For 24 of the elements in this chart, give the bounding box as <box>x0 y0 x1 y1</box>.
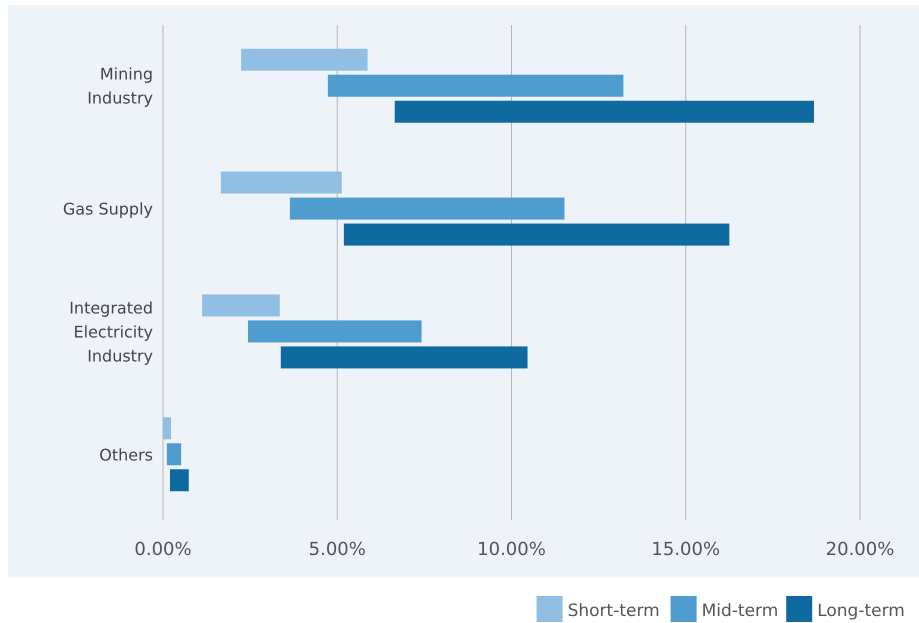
y-tick-label: Integrated Electricity Industry <box>69 298 153 366</box>
x-tick-label: 15.00% <box>651 539 720 560</box>
bar <box>163 417 172 440</box>
bar <box>394 100 814 123</box>
bar <box>170 469 189 492</box>
bar <box>166 443 182 466</box>
legend-label: Short-term <box>568 601 660 621</box>
x-tick-label: 20.00% <box>826 539 894 560</box>
bar <box>248 320 422 342</box>
x-tick-label: 10.00% <box>477 539 546 560</box>
bar <box>280 346 528 368</box>
bar <box>202 294 280 316</box>
bar <box>290 198 564 220</box>
bar <box>220 172 342 194</box>
y-tick-label: Others <box>99 445 153 464</box>
x-tick-label: 5.00% <box>308 539 366 560</box>
bar <box>344 224 730 246</box>
y-tick-label: Gas Supply <box>62 200 153 219</box>
x-tick-label: 0.00% <box>134 539 192 560</box>
bar <box>328 74 624 97</box>
legend-label: Mid-term <box>702 601 778 621</box>
bar <box>241 48 368 71</box>
legend-label: Long-term <box>817 601 905 621</box>
y-tick-label: Mining Industry <box>87 64 153 108</box>
